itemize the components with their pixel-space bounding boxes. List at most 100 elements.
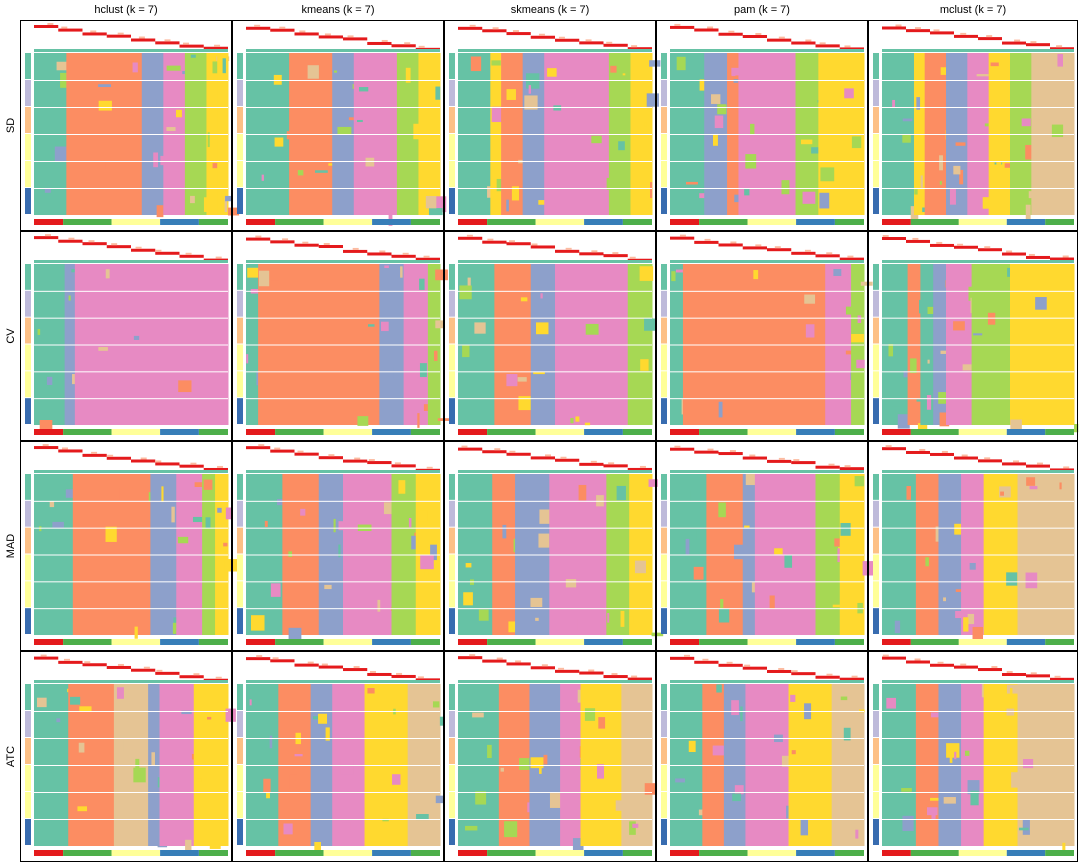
row-annotation [237,344,243,371]
row-separator [34,792,228,793]
heatmap-speckle [533,372,545,375]
column-annotation [622,429,652,435]
heatmap-speckle [92,160,106,170]
class-bar [603,43,628,47]
row-separator [670,161,864,162]
heatmap-speckle [1026,477,1036,486]
row-annotation [449,264,455,290]
heatmap-speckle [680,297,684,305]
class-bar [494,448,501,451]
row-separator [458,527,652,529]
heatmap-speckle [98,100,112,111]
row-separator [882,711,1074,712]
panel-border [868,441,1078,651]
class-bar [391,254,416,258]
class-bar [506,32,531,36]
class-bar [978,248,1002,252]
heatmap-speckle [77,806,88,812]
heatmap-speckle [598,717,606,729]
class-bar [702,658,709,661]
class-bar [246,260,440,263]
class-bar [742,666,767,670]
heatmap-speckle [1006,684,1019,694]
heatmap-speckle [540,293,543,299]
heatmap-speckle [357,416,369,426]
row-annotation [873,684,879,710]
class-bar [343,668,368,672]
class-bar [461,445,468,448]
heatmap-speckle [990,62,999,67]
class-bar [506,242,531,246]
heatmap-speckle [1022,819,1030,835]
class-bar [82,453,107,457]
heatmap-speckle [734,544,746,560]
heatmap-speckle [649,60,661,67]
row-separator [34,290,228,292]
row-separator [458,819,652,820]
heatmap-speckle [888,343,894,357]
row-annotation [25,107,31,133]
heatmap-speckle [156,205,164,218]
column-annotation [275,639,324,645]
heatmap-speckle [273,74,282,85]
heatmap-speckle [367,688,375,694]
heatmap-speckle [405,67,411,83]
class-bar [670,470,864,473]
heatmap-speckle [224,197,228,213]
heatmap-speckle [297,170,304,176]
heatmap-speckle [902,134,911,143]
heatmap-speckle [1025,204,1031,221]
column-annotation [323,219,373,225]
heatmap-speckle [150,98,157,107]
panel-border [444,231,656,441]
column-annotation [275,429,324,435]
class-bar [767,669,792,673]
class-bar [629,256,636,259]
column-annotation [372,429,411,435]
class-bar [707,448,714,451]
class-bar [670,25,695,29]
class-bar [819,42,826,45]
class-bar [294,32,319,36]
column-annotation [111,429,161,435]
class-bar [767,248,792,252]
row-annotation [25,317,31,344]
class-bar [270,659,295,663]
row-annotation [661,317,667,344]
row-separator [670,819,864,820]
heatmap-speckle [1062,842,1066,851]
class-bar [111,243,118,246]
heatmap-speckle [116,687,124,699]
row-separator [458,317,652,319]
heatmap-speckle [133,767,146,783]
heatmap-speckle [769,595,775,609]
row-separator [882,608,1074,610]
heatmap-speckle [712,745,727,756]
class-bar [1002,252,1026,256]
class-bar [778,667,785,670]
heatmap-speckle [926,395,932,410]
panel-border [868,231,1078,441]
heatmap-speckle [439,716,444,726]
row-annotation [449,161,455,187]
heatmap-speckle [383,502,398,515]
class-bar [1054,675,1061,678]
row-annotation [237,765,243,791]
heatmap-speckle [39,526,42,532]
row-separator [882,317,1074,319]
class-bar [555,669,580,673]
class-bar [954,34,978,38]
row-annotation [237,684,243,710]
class-bar [193,673,200,676]
row-label: CV [5,328,17,344]
column-annotation [882,850,911,856]
row-separator [670,344,864,346]
heatmap-speckle [939,181,942,185]
class-bar [1002,41,1026,45]
column-annotation [622,219,652,225]
class-bar [882,260,1074,263]
class-bar [155,460,162,463]
class-bar [639,465,646,468]
class-bar [885,445,892,448]
heatmap-speckle [857,315,862,323]
